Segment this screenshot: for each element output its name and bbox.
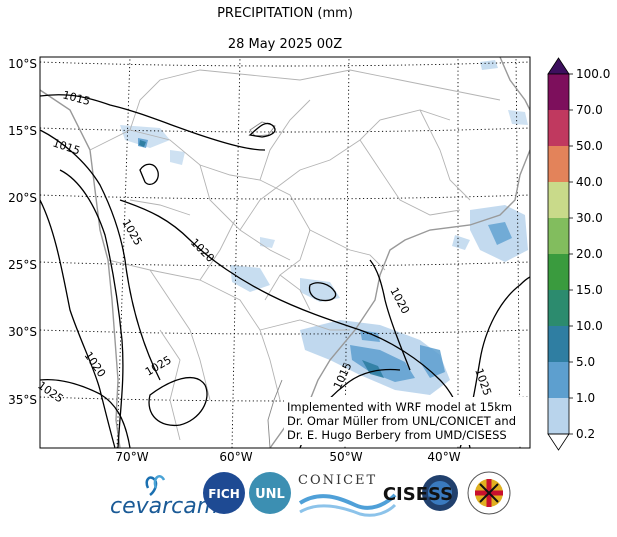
colorbar-band	[548, 290, 569, 326]
lat-label: 20°S	[8, 191, 37, 205]
colorbar-band	[548, 146, 569, 182]
colorbar-tick-label: 20.0	[576, 247, 603, 261]
map-title: PRECIPITATION (mm)	[217, 6, 353, 21]
lakes-rivers	[249, 121, 283, 448]
conicet-logo: CONICET	[298, 473, 397, 517]
colorbar-bottom-arrow	[547, 433, 570, 451]
map-border	[39, 56, 531, 449]
colorbar-band	[548, 74, 569, 110]
svg-text:UNL: UNL	[255, 487, 285, 502]
colorbar-band	[548, 110, 569, 146]
colorbar-tick-label: 70.0	[576, 103, 603, 117]
political-borders	[89, 69, 501, 441]
cisess-logo: CISESS	[383, 475, 458, 511]
credits-box	[284, 397, 528, 445]
colorbar: 100.0 70.0 50.0 40.0 30.0 20.0 15.0 10.0 5.0 1.0 0…	[547, 57, 610, 451]
fich-logo: FICH	[203, 472, 245, 514]
svg-text:cevarcam: cevarcam	[110, 494, 218, 519]
colorbar-tick-label: 100.0	[576, 67, 610, 81]
colorbar-tick-label: 1.0	[576, 391, 595, 405]
svg-text:CISESS: CISESS	[383, 484, 453, 505]
svg-text:CONICET: CONICET	[298, 473, 377, 488]
precipitation-patches-heavy	[139, 140, 384, 378]
map-subtitle: 28 May 2025 00Z	[227, 37, 343, 52]
colorbar-tick-label: 15.0	[576, 283, 603, 297]
colorbar-band	[548, 398, 569, 434]
lat-label: 35°S	[8, 393, 37, 407]
colorbar-tick-label: 30.0	[576, 211, 603, 225]
credits-line-3: Dr. E. Hugo Berbery from UMD/CISESS	[287, 428, 507, 442]
credits-line-2: Dr. Omar Müller from UNL/CONICET and	[287, 414, 516, 428]
colorbar-tick-label: 40.0	[576, 175, 603, 189]
colorbar-tick-label: 50.0	[576, 139, 603, 153]
lon-label: 60°W	[219, 450, 252, 464]
colorbar-band	[548, 326, 569, 362]
colorbar-band	[548, 182, 569, 218]
credits-text: Implemented with WRF model at 15km Dr. O…	[287, 400, 516, 442]
lon-label: 50°W	[329, 450, 362, 464]
logos: cevarcam FICH UNL CONICET CISESS	[110, 471, 511, 519]
colorbar-band	[548, 254, 569, 290]
latitude-labels: 10°S 15°S 20°S 25°S 30°S 35°S	[8, 57, 37, 407]
lat-label: 10°S	[8, 57, 37, 71]
lat-label: 15°S	[8, 124, 37, 138]
cevarcam-logo: cevarcam	[110, 475, 218, 519]
svg-text:FICH: FICH	[208, 487, 240, 501]
unl-logo: UNL	[249, 472, 291, 514]
lon-label: 40°W	[427, 450, 460, 464]
colorbar-tick-label: 0.2	[576, 427, 595, 441]
credits-line-1: Implemented with WRF model at 15km	[287, 400, 512, 414]
lat-label: 25°S	[8, 258, 37, 272]
colorbar-band	[548, 218, 569, 254]
colorbar-tick-label: 10.0	[576, 319, 603, 333]
colorbar-band	[548, 362, 569, 398]
map-frame	[40, 57, 530, 448]
umd-seal-icon	[467, 471, 511, 515]
colorbar-top-arrow	[547, 57, 570, 75]
lat-label: 30°S	[8, 325, 37, 339]
precipitation-patches-moderate	[138, 138, 512, 382]
colorbar-tick-label: 5.0	[576, 355, 595, 369]
longitude-labels: 70°W 60°W 50°W 40°W	[115, 450, 460, 464]
lon-label: 70°W	[115, 450, 148, 464]
